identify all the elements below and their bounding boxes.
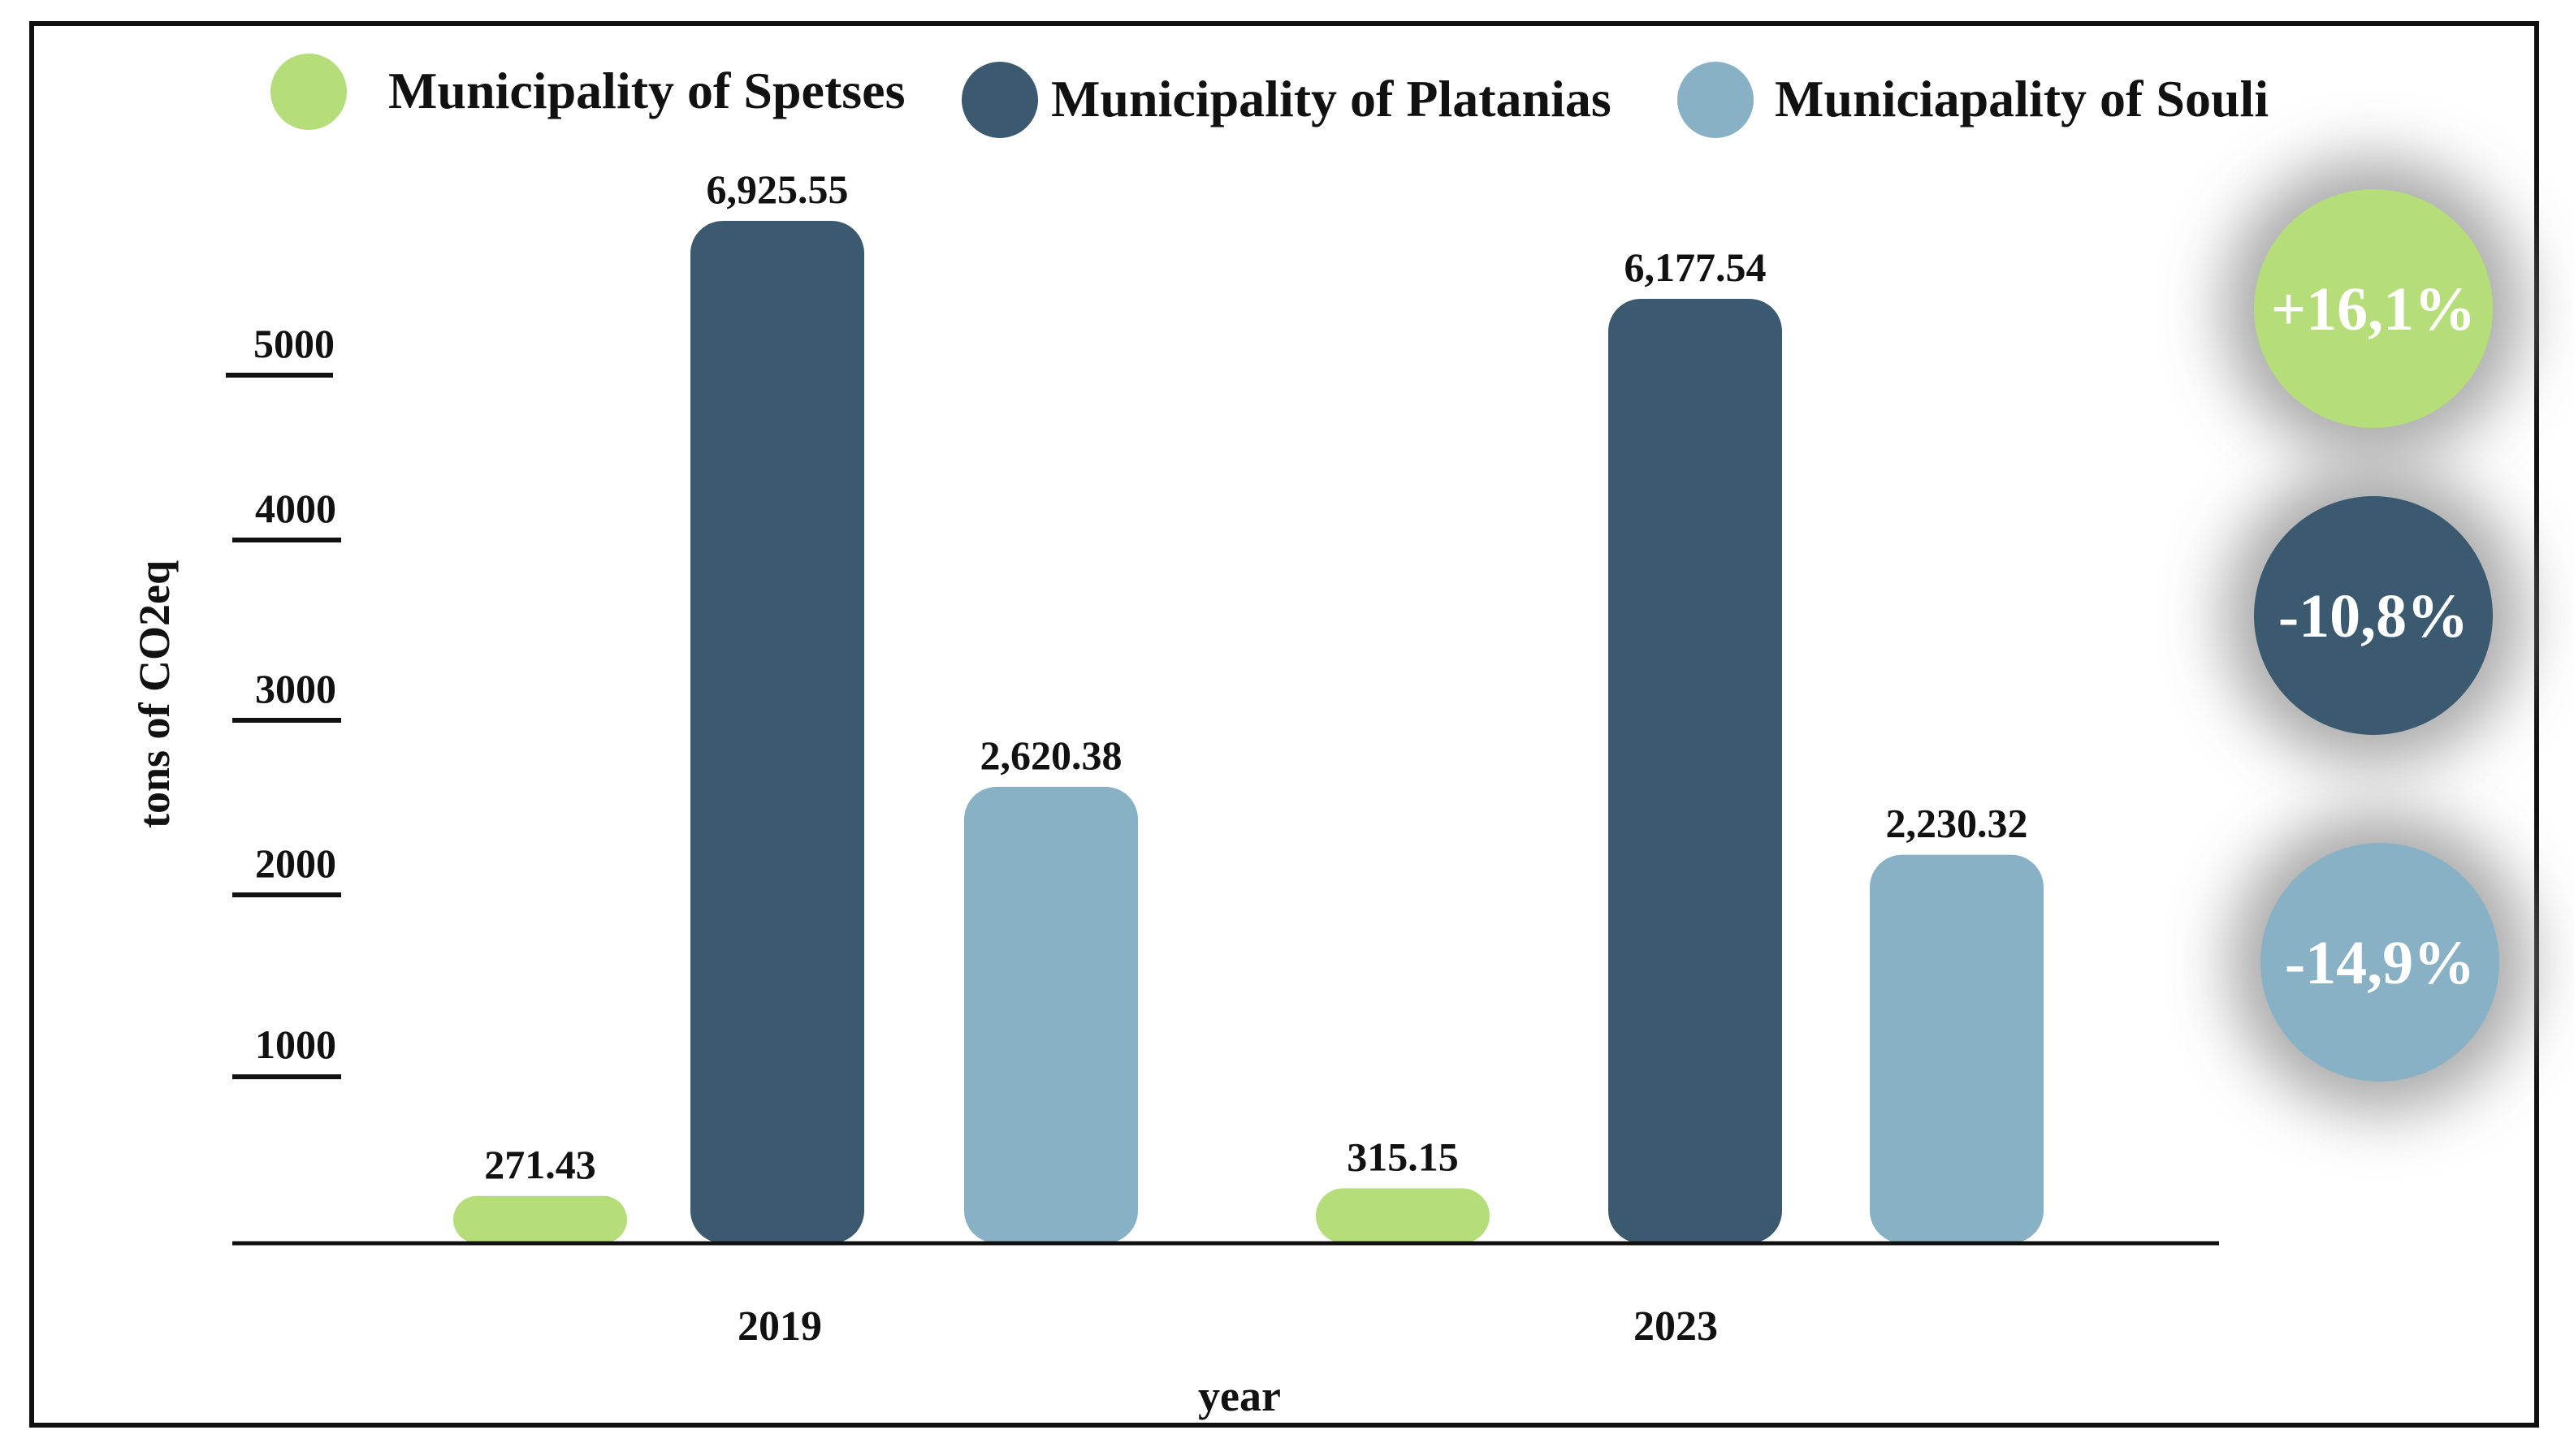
chart-frame	[29, 21, 2539, 1428]
legend-swatch-souli	[1677, 62, 1754, 138]
legend-label-platanias: Municipality of Platanias	[1051, 70, 1611, 127]
badge-label-spetses: +16,1%	[2271, 275, 2476, 343]
y-axis-title: tons of CO2eq	[130, 560, 179, 828]
y-tick-label-1000: 1000	[255, 1022, 336, 1067]
bar-souli-2019	[964, 786, 1138, 1243]
legend: Municipality of Spetses Municipality of …	[270, 54, 2269, 138]
y-tick-label-5000: 5000	[253, 321, 335, 366]
value-label-spetses-2019: 271.43	[484, 1142, 596, 1187]
change-badges: +16,1% -10,8% -14,9%	[2223, 158, 2530, 1113]
badge-label-platanias: -10,8%	[2278, 582, 2468, 650]
bar-platanias-2019	[690, 221, 864, 1243]
value-label-souli-2019: 2,620.38	[980, 732, 1123, 778]
legend-swatch-spetses	[270, 54, 347, 130]
badge-spetses	[2254, 189, 2493, 428]
x-axis-title: year	[1198, 1372, 1281, 1420]
y-ticks: 5000 4000 3000 2000 1000	[226, 321, 341, 1079]
legend-label-souli: Municiapality of Souli	[1775, 70, 2269, 127]
value-labels: 271.43 6,925.55 2,620.38 315.15 6,177.54…	[484, 166, 2027, 1187]
bar-platanias-2023	[1608, 299, 1782, 1243]
value-label-platanias-2023: 6,177.54	[1624, 244, 1767, 290]
x-tick-label-2019: 2019	[738, 1303, 822, 1350]
bar-spetses-2023	[1316, 1188, 1490, 1243]
value-label-souli-2023: 2,230.32	[1886, 801, 2028, 846]
value-label-platanias-2019: 6,925.55	[707, 166, 849, 212]
bars	[453, 221, 2044, 1243]
bar-spetses-2019	[453, 1195, 627, 1243]
legend-swatch-platanias	[962, 62, 1038, 138]
badge-souli	[2260, 843, 2499, 1082]
x-tick-label-2023: 2023	[1633, 1303, 1718, 1350]
legend-label-spetses: Municipality of Spetses	[388, 62, 905, 119]
badge-label-souli: -14,9%	[2285, 929, 2475, 997]
badge-platanias	[2254, 496, 2493, 735]
y-tick-label-3000: 3000	[255, 666, 336, 711]
bar-souli-2023	[1870, 854, 2044, 1243]
y-tick-label-4000: 4000	[255, 486, 336, 531]
y-tick-label-2000: 2000	[255, 840, 336, 886]
value-label-spetses-2023: 315.15	[1347, 1134, 1459, 1179]
